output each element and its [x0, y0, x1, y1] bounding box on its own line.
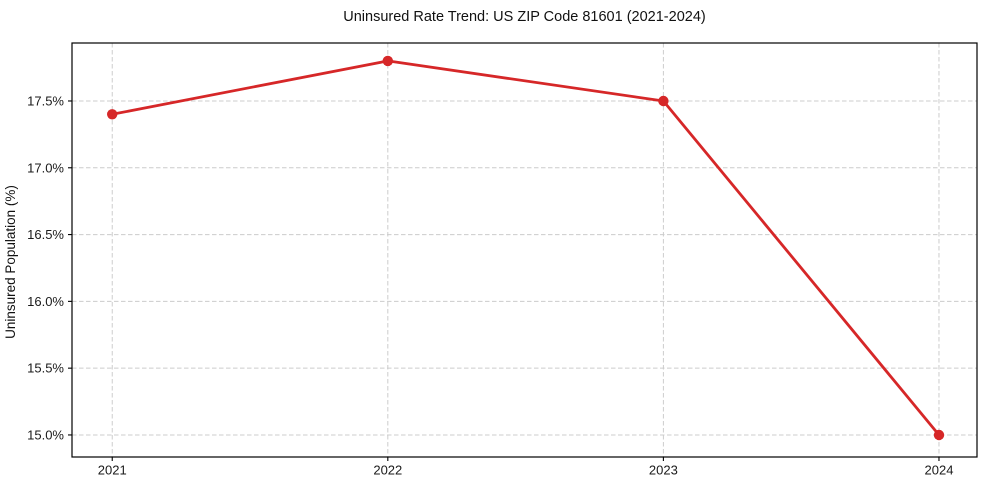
plot-border	[71, 42, 978, 458]
y-tick-label: 16.5%	[27, 227, 64, 242]
y-tick-label: 15.0%	[27, 427, 64, 442]
x-tick-label: 2024	[925, 463, 954, 478]
x-tick-label: 2022	[373, 463, 402, 478]
y-tick-label: 16.0%	[27, 294, 64, 309]
series-layer	[107, 55, 945, 441]
x-tick-label: 2023	[649, 463, 678, 478]
data-point-marker	[382, 55, 393, 67]
x-tick-label: 2021	[98, 463, 127, 478]
trend-line	[110, 59, 941, 437]
data-point-marker	[658, 95, 669, 107]
y-tick-label: 17.0%	[27, 160, 64, 175]
data-point-marker	[107, 109, 118, 120]
data-point-marker	[933, 429, 945, 441]
y-axis-label: Uninsured Population (%)	[3, 185, 18, 339]
y-tick-label: 17.5%	[27, 93, 64, 108]
y-tick-label: 15.5%	[27, 361, 64, 376]
chart-title: Uninsured Rate Trend: US ZIP Code 81601 …	[343, 9, 705, 25]
grid-layer	[72, 43, 977, 457]
axis-layer: 2021 2022 2023 2024 15.0% 15.5% 16.0% 16.5% 17.0…	[27, 93, 953, 477]
